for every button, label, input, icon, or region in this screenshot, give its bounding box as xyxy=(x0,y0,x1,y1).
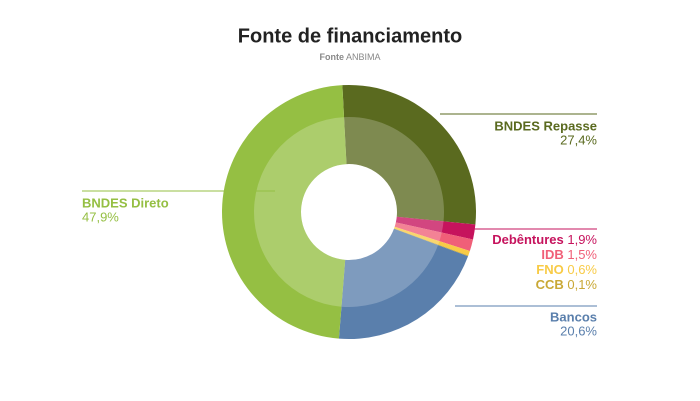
slice-inner xyxy=(341,228,439,307)
label-value: 47,9% xyxy=(82,209,119,224)
slice xyxy=(394,222,473,251)
label-name: CCB xyxy=(536,277,564,292)
label-name: BNDES Direto xyxy=(82,195,169,210)
slice-inner xyxy=(395,216,444,233)
slice xyxy=(221,85,347,339)
label-name: BNDES Repasse xyxy=(494,118,597,133)
chart-source: Fonte ANBIMA xyxy=(319,52,380,62)
label-value: 0,6% xyxy=(567,262,597,277)
label: Debêntures 1,9% xyxy=(492,232,597,247)
label-name: Debêntures xyxy=(492,232,564,247)
label-name: IDB xyxy=(541,247,563,262)
slice-inner xyxy=(254,117,347,307)
slice xyxy=(394,226,470,256)
label-value: 1,5% xyxy=(567,247,597,262)
slice-inner xyxy=(394,226,440,245)
slice-inner xyxy=(344,117,444,222)
slice xyxy=(342,85,476,225)
source: ANBIMA xyxy=(346,52,381,62)
slice-inner xyxy=(394,222,442,242)
label: IDB 1,5% xyxy=(541,247,597,262)
slice xyxy=(393,228,469,257)
slice xyxy=(338,228,469,339)
label-value: 1,9% xyxy=(567,232,597,247)
label-name: Bancos xyxy=(550,309,597,324)
label-value: 20,6% xyxy=(560,323,597,338)
chart-title: Fonte de financiamento xyxy=(238,25,462,47)
slice-inner xyxy=(393,228,439,246)
label-value: 0,1% xyxy=(567,277,597,292)
label: FNO 0,6% xyxy=(536,262,597,277)
label-name: FNO xyxy=(536,262,563,277)
label-value: 27,4% xyxy=(560,132,597,147)
slice xyxy=(395,216,476,240)
source-label: Fonte xyxy=(319,52,344,62)
label: CCB 0,1% xyxy=(536,277,598,292)
donut xyxy=(221,85,476,339)
